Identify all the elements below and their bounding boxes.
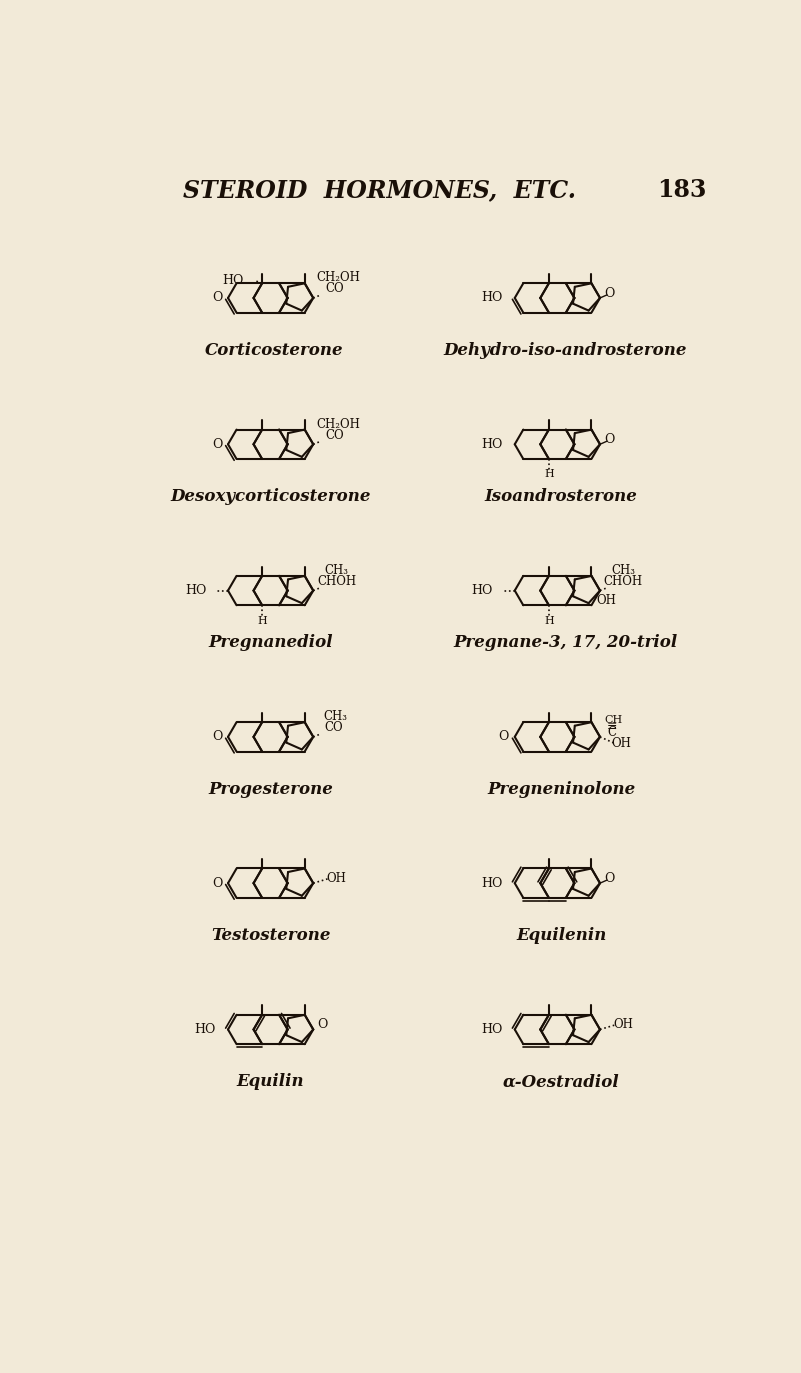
- Text: 183: 183: [657, 178, 706, 202]
- Text: HO: HO: [481, 877, 502, 890]
- Text: CO: CO: [326, 428, 344, 442]
- Text: O: O: [317, 1019, 328, 1031]
- Text: CH₃: CH₃: [324, 564, 348, 577]
- Text: CH₃: CH₃: [611, 564, 635, 577]
- Text: C: C: [607, 726, 616, 739]
- Text: CH₂OH: CH₂OH: [316, 417, 360, 431]
- Text: HO: HO: [222, 273, 244, 287]
- Text: Pregnane-3, 17, 20-triol: Pregnane-3, 17, 20-triol: [453, 634, 678, 651]
- Text: OH: OH: [327, 872, 347, 886]
- Text: O: O: [604, 872, 614, 886]
- Text: H: H: [544, 470, 553, 479]
- Text: O: O: [212, 877, 223, 890]
- Text: O: O: [604, 432, 614, 446]
- Text: O: O: [212, 438, 223, 450]
- Text: CH₃: CH₃: [323, 710, 347, 724]
- Text: ≡: ≡: [606, 721, 617, 733]
- Text: Pregneninolone: Pregneninolone: [487, 781, 635, 798]
- Text: OH: OH: [614, 1019, 633, 1031]
- Text: Progesterone: Progesterone: [208, 781, 333, 798]
- Text: HO: HO: [472, 584, 493, 597]
- Text: CO: CO: [324, 721, 343, 735]
- Text: Isoandrosterone: Isoandrosterone: [485, 489, 638, 505]
- Text: H: H: [544, 615, 553, 626]
- Text: HO: HO: [194, 1023, 215, 1037]
- Text: Testosterone: Testosterone: [211, 927, 330, 945]
- Text: STEROID  HORMONES,  ETC.: STEROID HORMONES, ETC.: [183, 178, 576, 202]
- Text: α-Oestradiol: α-Oestradiol: [503, 1074, 620, 1090]
- Text: OH: OH: [596, 595, 616, 607]
- Text: Equilin: Equilin: [237, 1074, 304, 1090]
- Text: CHOH: CHOH: [604, 575, 643, 588]
- Text: HO: HO: [481, 1023, 502, 1037]
- Text: CH₂OH: CH₂OH: [316, 272, 360, 284]
- Text: Desoxycorticosterone: Desoxycorticosterone: [171, 489, 371, 505]
- Text: Dehydro-iso-androsterone: Dehydro-iso-androsterone: [444, 342, 687, 358]
- Text: O: O: [212, 291, 223, 305]
- Text: Pregnanediol: Pregnanediol: [208, 634, 333, 651]
- Text: CH: CH: [605, 715, 623, 725]
- Text: HO: HO: [185, 584, 207, 597]
- Text: Equilenin: Equilenin: [516, 927, 606, 945]
- Text: O: O: [604, 287, 614, 299]
- Text: CHOH: CHOH: [317, 575, 356, 588]
- Text: Corticosterone: Corticosterone: [205, 342, 344, 358]
- Text: HO: HO: [481, 438, 502, 450]
- Text: O: O: [499, 730, 509, 743]
- Text: O: O: [212, 730, 223, 743]
- Text: HO: HO: [481, 291, 502, 305]
- Text: CO: CO: [326, 283, 344, 295]
- Text: OH: OH: [612, 736, 632, 750]
- Text: H: H: [257, 615, 267, 626]
